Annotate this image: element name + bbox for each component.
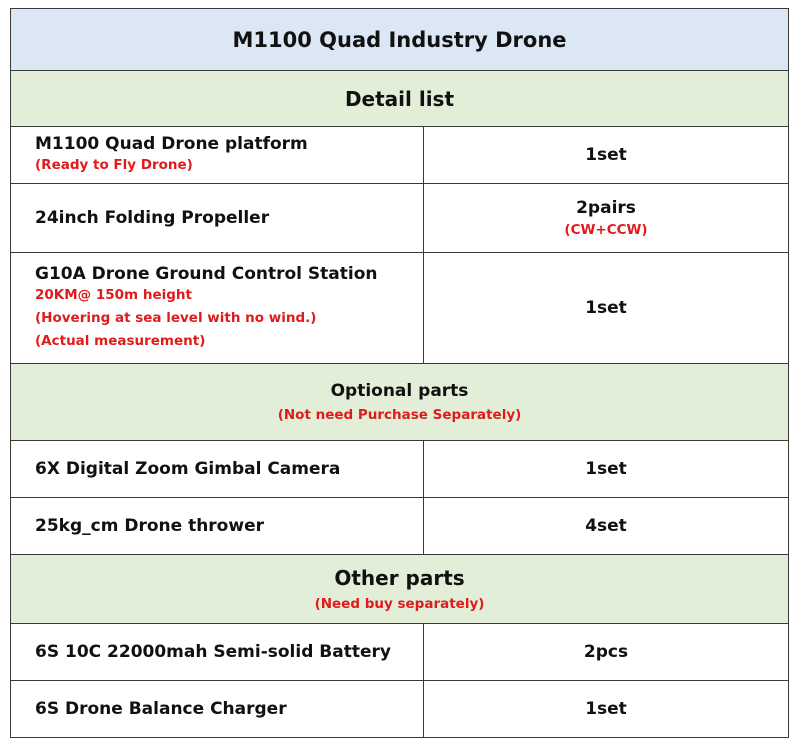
table-row: 6S 10C 22000mah Semi-solid Battery 2pcs: [10, 623, 789, 681]
item-qty-note: (CW+CCW): [564, 222, 648, 238]
item-note: (Actual measurement): [35, 332, 206, 349]
item-name: 25kg_cm Drone thrower: [35, 516, 264, 536]
section-note-other: (Need buy separately): [314, 596, 485, 612]
table-row: G10A Drone Ground Control Station 20KM@ …: [10, 252, 789, 364]
item-qty: 2pcs: [583, 642, 629, 662]
item-qty: 1set: [585, 699, 627, 719]
section-note-optional: (Not need Purchase Separately): [277, 407, 522, 423]
table-row: M1100 Quad Drone platform (Ready to Fly …: [10, 126, 789, 184]
item-name: 6X Digital Zoom Gimbal Camera: [35, 459, 341, 479]
table-row: 25kg_cm Drone thrower 4set: [10, 497, 789, 555]
section-header-detail: Detail list: [10, 70, 789, 127]
item-qty: 1set: [585, 459, 627, 479]
section-header-optional: Optional parts (Not need Purchase Separa…: [10, 363, 789, 441]
item-name: 6S 10C 22000mah Semi-solid Battery: [35, 642, 391, 662]
item-qty: 1set: [585, 298, 627, 318]
item-qty: 4set: [585, 516, 627, 536]
parts-table: M1100 Quad Industry Drone Detail list M1…: [10, 8, 789, 738]
table-title: M1100 Quad Industry Drone: [10, 8, 789, 71]
section-title-detail: Detail list: [344, 86, 455, 111]
section-title-optional: Optional parts: [330, 381, 469, 401]
table-row: 6S Drone Balance Charger 1set: [10, 680, 789, 738]
item-note: 20KM@ 150m height: [35, 286, 192, 303]
section-title-other: Other parts: [334, 566, 465, 590]
section-header-other: Other parts (Need buy separately): [10, 554, 789, 624]
item-name: 24inch Folding Propeller: [35, 208, 270, 228]
item-qty: 2pairs: [576, 198, 636, 218]
item-name: M1100 Quad Drone platform: [35, 133, 308, 154]
item-name: 6S Drone Balance Charger: [35, 699, 287, 719]
item-qty: 1set: [585, 145, 627, 165]
item-note: (Ready to Fly Drone): [35, 156, 193, 173]
title-row: M1100 Quad Industry Drone: [10, 8, 789, 71]
table-row: 6X Digital Zoom Gimbal Camera 1set: [10, 440, 789, 498]
item-name: G10A Drone Ground Control Station: [35, 263, 378, 284]
table-row: 24inch Folding Propeller 2pairs (CW+CCW): [10, 183, 789, 253]
item-note: (Hovering at sea level with no wind.): [35, 309, 317, 326]
